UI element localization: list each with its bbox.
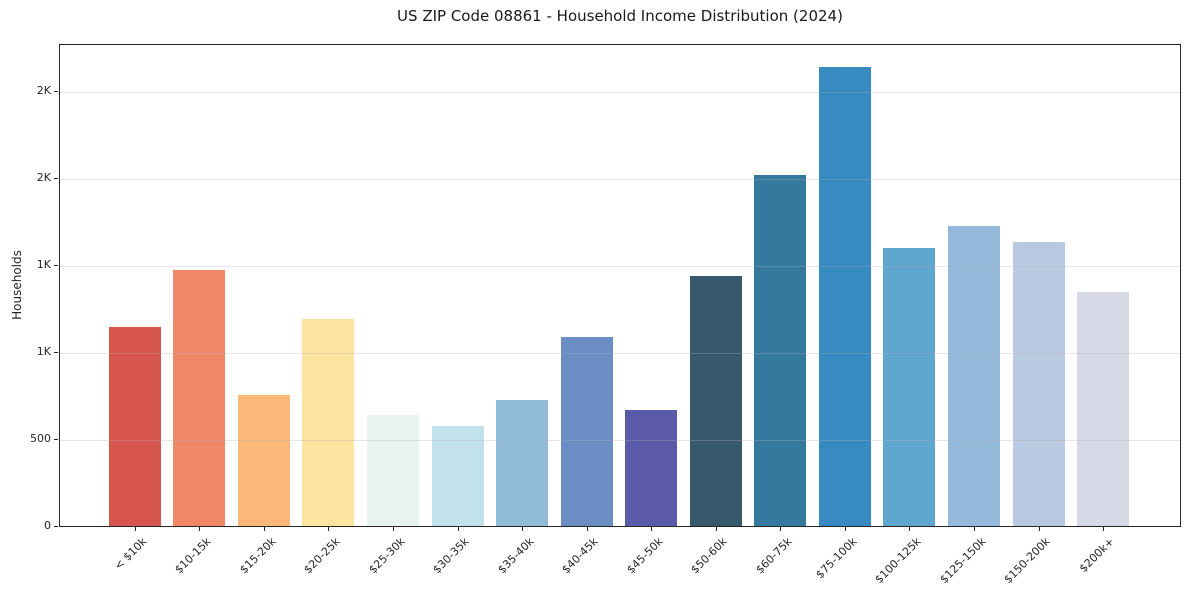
y-tick-mark — [54, 526, 58, 527]
x-tick-label: $20-25k — [301, 535, 343, 577]
x-tick-mark — [844, 527, 846, 531]
x-tick-label: $50-60k — [688, 535, 730, 577]
gridline — [60, 179, 1180, 181]
x-tick-mark — [263, 527, 265, 531]
x-tick-label: $15-20k — [236, 535, 279, 577]
bar-$60-75k — [754, 175, 807, 526]
y-tick-label: 1K — [36, 345, 51, 358]
bar-$20-25k — [302, 319, 355, 526]
x-tick-mark — [457, 527, 459, 531]
x-tick-mark — [328, 527, 330, 531]
x-tick-mark — [1038, 527, 1040, 531]
bar-$45-50k — [625, 410, 678, 526]
bar-$150-200k — [1012, 242, 1065, 526]
y-tick-mark — [54, 439, 58, 440]
bar-< $10k — [108, 327, 161, 526]
y-tick-mark — [54, 91, 58, 93]
x-tick-mark — [586, 527, 588, 531]
bar-$30-35k — [431, 426, 484, 526]
x-tick-mark — [1103, 527, 1105, 531]
y-tick-mark — [54, 178, 58, 180]
x-tick-mark — [651, 527, 653, 531]
y-tick-mark — [54, 265, 58, 266]
x-tick-label: $125-150k — [936, 535, 989, 587]
x-tick-label: $40-45k — [559, 535, 601, 577]
x-tick-label: $150-200k — [1001, 535, 1053, 587]
y-tick-label: 2K — [36, 84, 51, 98]
x-tick-label: $25-30k — [365, 535, 408, 577]
bar-$125-150k — [947, 226, 1000, 526]
y-tick-label: 2K — [36, 171, 51, 185]
x-tick-mark — [973, 527, 975, 531]
x-tick-label: $200k+ — [1077, 535, 1118, 576]
x-tick-mark — [199, 527, 201, 531]
bar-$50-60k — [689, 276, 742, 526]
x-tick-mark — [134, 527, 136, 531]
bar-$25-30k — [367, 415, 419, 526]
bar-$40-45k — [560, 337, 613, 526]
bar-$100-125k — [883, 248, 936, 526]
y-tick-label: 1K — [36, 258, 51, 271]
bar-$200k+ — [1077, 292, 1130, 526]
bar-$15-20k — [237, 395, 290, 526]
x-tick-mark — [393, 527, 394, 531]
x-tick-label: $30-35k — [430, 535, 472, 577]
bar-$35-40k — [496, 400, 549, 526]
x-tick-mark — [522, 527, 524, 531]
y-tick-label: 0 — [44, 519, 51, 532]
chart-title: US ZIP Code 08861 - Household Income Dis… — [397, 7, 843, 25]
x-tick-mark — [715, 527, 717, 531]
y-tick-mark — [54, 352, 58, 353]
x-tick-mark — [909, 527, 911, 531]
gridline — [60, 266, 1180, 267]
x-tick-label: $60-75k — [753, 535, 795, 577]
bar-$75-100k — [818, 67, 871, 526]
x-tick-label: $100-125k — [872, 535, 924, 587]
gridline — [60, 353, 1180, 354]
x-tick-label: $10-15k — [172, 535, 214, 577]
gridline — [60, 92, 1180, 94]
plot-area — [59, 44, 1181, 527]
x-tick-label: $75-100k — [812, 535, 860, 582]
y-tick-label: 500 — [30, 432, 51, 445]
bar-$10-15k — [173, 270, 226, 526]
x-tick-label: $35-40k — [495, 535, 537, 577]
x-tick-label: $45-50k — [624, 535, 666, 577]
x-tick-label: < $10k — [111, 535, 149, 573]
x-tick-mark — [780, 527, 782, 531]
gridline — [60, 440, 1180, 441]
